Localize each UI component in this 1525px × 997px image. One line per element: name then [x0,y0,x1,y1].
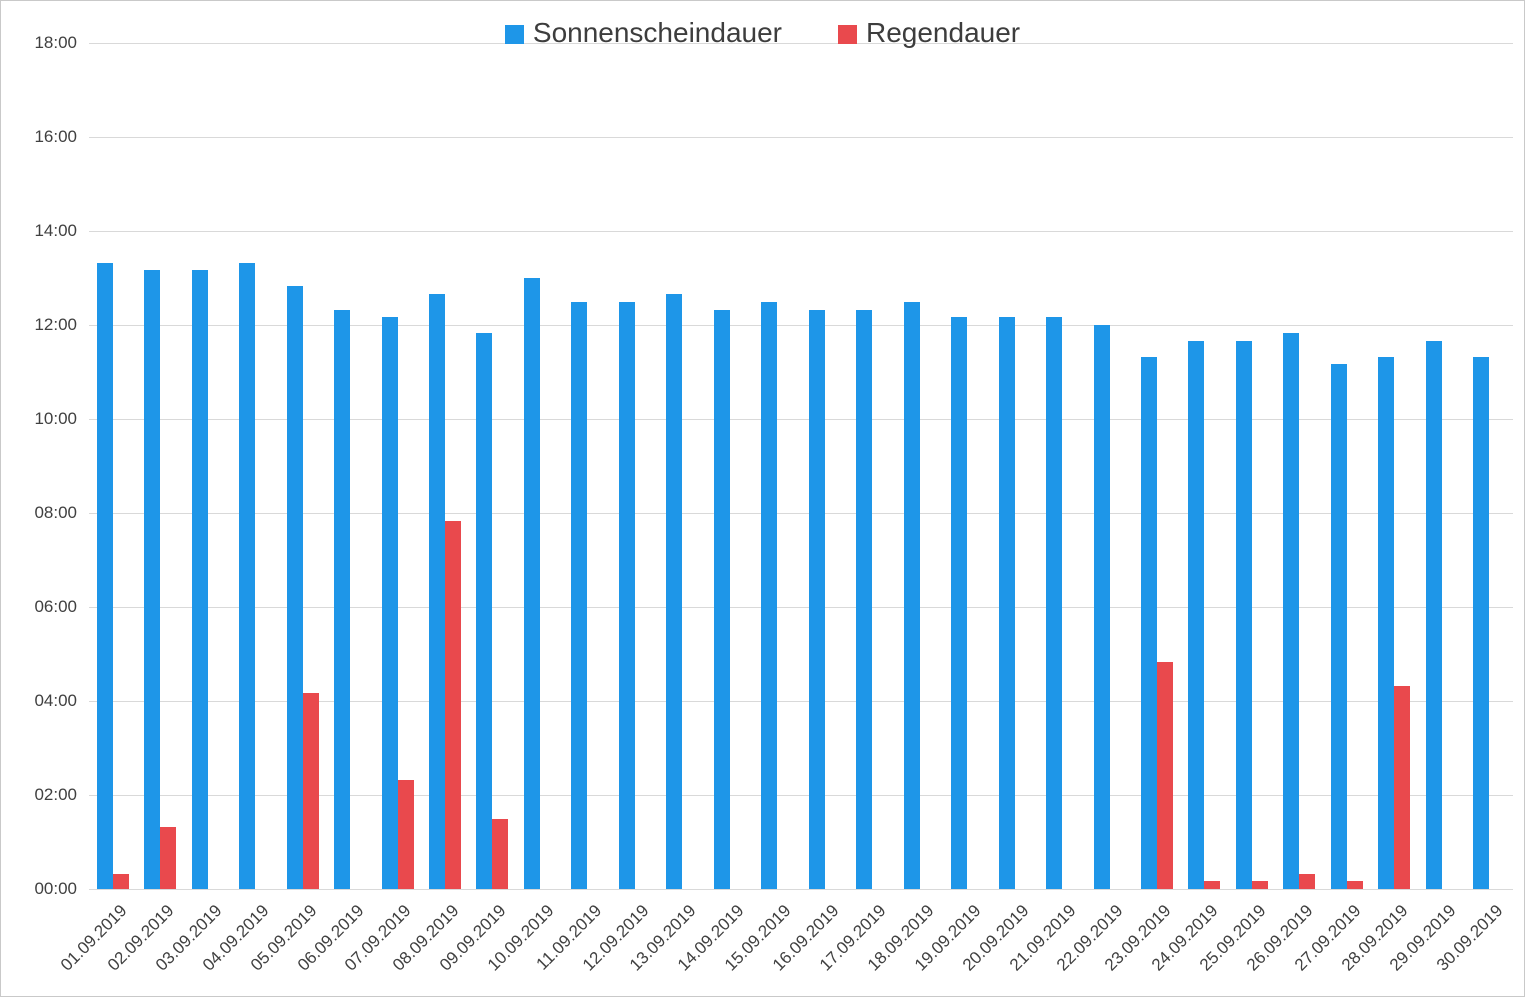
bar-sonnenscheindauer [523,278,540,889]
y-tick-label: 10:00 [34,409,77,428]
bar-regendauer [1157,662,1173,889]
bar-sonnenscheindauer [666,293,683,889]
bar-sonnenscheindauer [96,262,113,889]
bar-sonnenscheindauer [1093,325,1110,889]
bar-regendauer [1346,881,1363,889]
bar-sonnenscheindauer [1330,364,1347,889]
gridline [89,43,1513,44]
legend-label-sonnenscheindauer: Sonnenscheindauer [532,17,782,48]
bar-regendauer [1299,873,1316,889]
bar-sonnenscheindauer [761,301,778,889]
legend-item-sonnenscheindauer: Sonnenscheindauer [504,17,782,49]
gridline [89,513,1513,514]
bar-sonnenscheindauer [1235,340,1252,889]
bar-sonnenscheindauer [381,317,398,889]
bar-sonnenscheindauer [1141,356,1157,889]
gridline [89,795,1513,796]
y-tick-label: 06:00 [34,597,77,616]
bar-sonnenscheindauer [144,270,161,889]
bar-regendauer [160,826,177,889]
bar-regendauer [492,818,509,889]
bar-sonnenscheindauer [286,286,303,889]
bar-sonnenscheindauer [998,317,1015,889]
bar-sonnenscheindauer [1188,340,1205,889]
y-tick-label: 00:00 [34,879,77,898]
gridline [89,325,1513,326]
gridline [89,137,1513,138]
legend-item-regendauer: Regendauer [837,17,1021,49]
gridline [89,231,1513,232]
bar-sonnenscheindauer [334,309,351,889]
legend-swatch-regendauer-icon [837,24,857,44]
gridline [89,701,1513,702]
legend-swatch-sonnenscheindauer-icon [504,24,524,44]
bar-sonnenscheindauer [239,262,256,889]
bar-sonnenscheindauer [713,309,730,889]
bar-regendauer [1251,881,1268,889]
legend-label-regendauer: Regendauer [865,17,1021,48]
gridline [89,889,1513,890]
gridline [89,607,1513,608]
y-tick-label: 16:00 [34,127,77,146]
bar-sonnenscheindauer [618,301,635,889]
bar-regendauer [112,873,129,889]
y-tick-label: 18:00 [34,33,77,52]
y-tick-label: 14:00 [34,221,77,240]
bar-sonnenscheindauer [856,309,873,889]
bar-sonnenscheindauer [1046,317,1063,889]
bar-sonnenscheindauer [951,317,968,889]
bar-sonnenscheindauer [1473,356,1490,889]
y-tick-label: 04:00 [34,691,77,710]
plot-area [89,43,1513,890]
bar-regendauer [445,521,461,889]
bar-sonnenscheindauer [571,301,588,889]
bar-sonnenscheindauer [429,293,445,889]
bar-sonnenscheindauer [476,333,493,889]
gridline [89,419,1513,420]
bar-regendauer [302,693,319,889]
bar-regendauer [397,779,414,889]
bar-sonnenscheindauer [1283,333,1300,889]
bar-sonnenscheindauer [191,270,208,889]
bar-regendauer [1394,685,1411,889]
bar-sonnenscheindauer [903,301,920,889]
y-tick-label: 12:00 [34,315,77,334]
bar-sonnenscheindauer [1378,356,1395,889]
chart-legend: Sonnenscheindauer Regendauer [1,17,1524,49]
bar-regendauer [1204,881,1221,889]
bar-sonnenscheindauer [1425,340,1442,889]
y-tick-label: 08:00 [34,503,77,522]
bar-sonnenscheindauer [808,309,825,889]
y-tick-label: 02:00 [34,785,77,804]
